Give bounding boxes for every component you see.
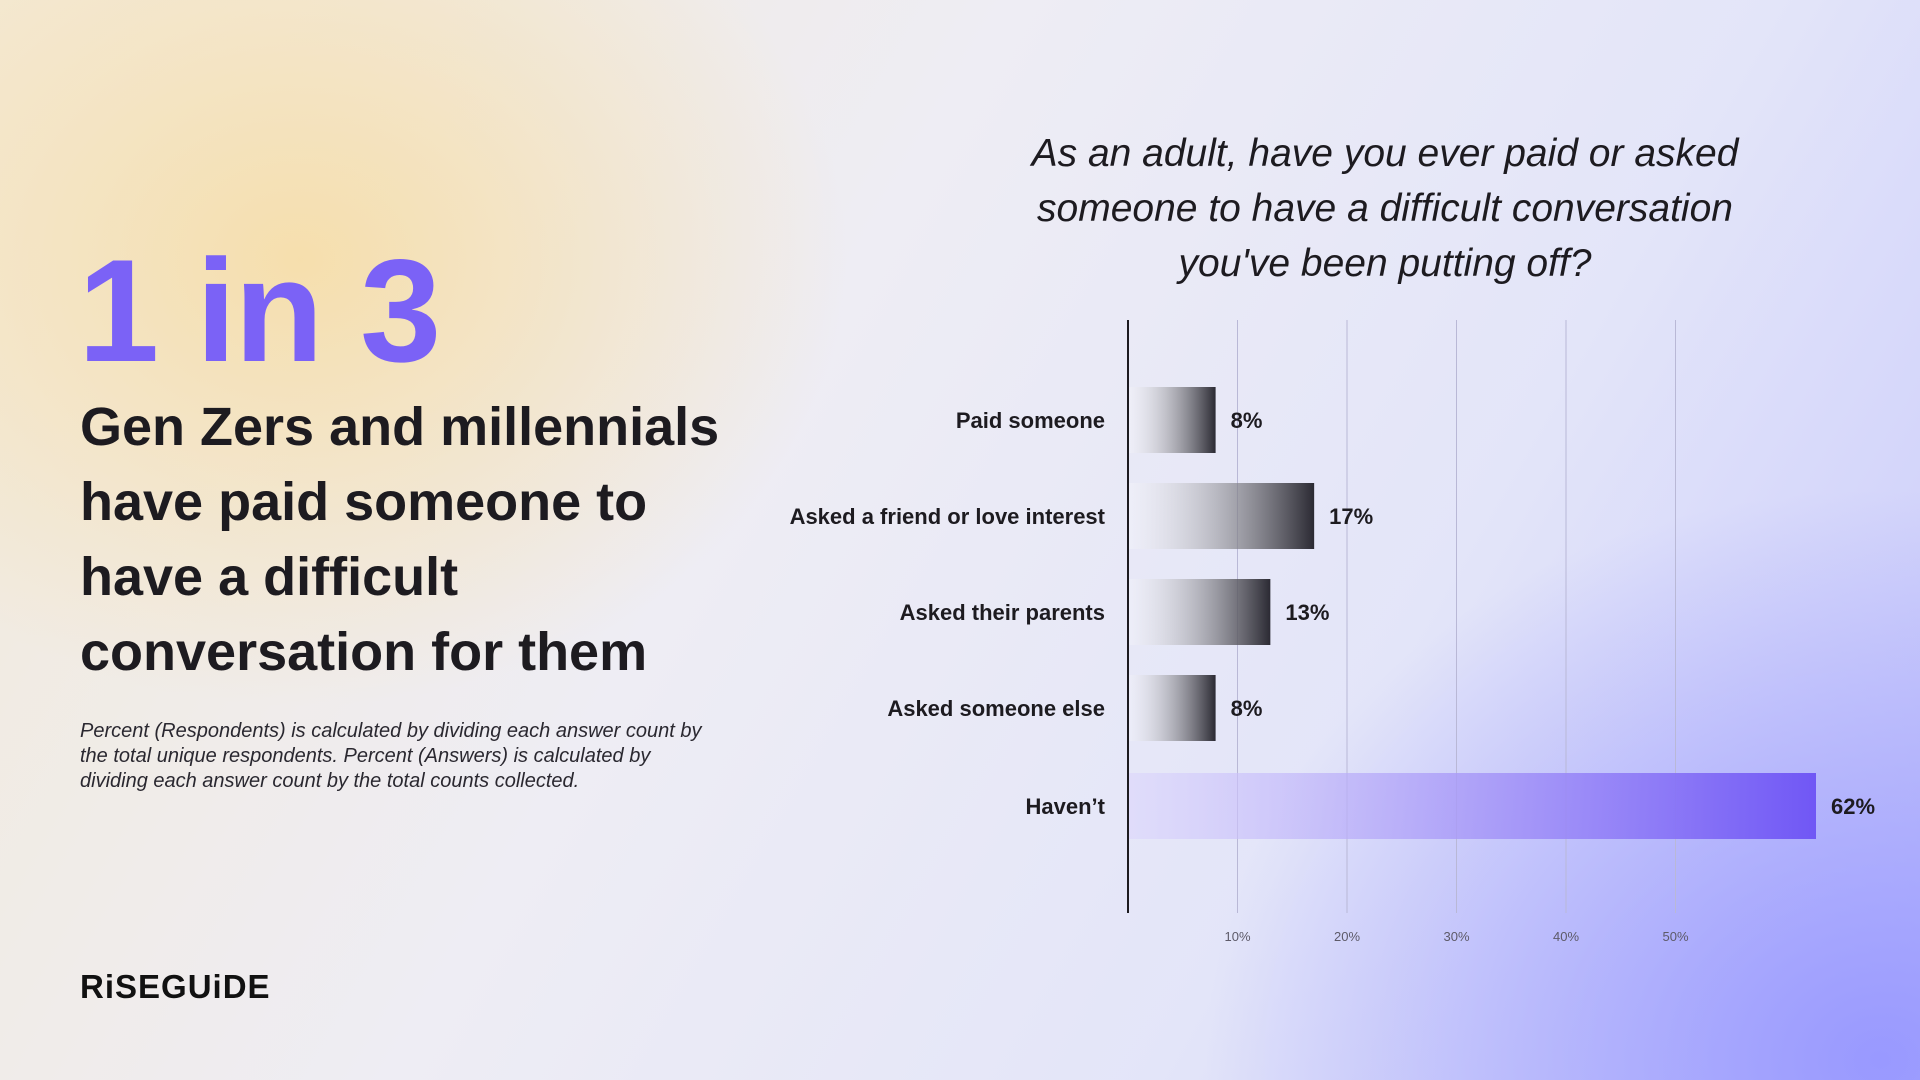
value-label: 62% [1831, 794, 1875, 819]
x-tick-label: 30% [1443, 929, 1469, 944]
value-label: 8% [1231, 696, 1263, 721]
category-label: Asked someone else [887, 696, 1105, 721]
bar-3 [1128, 675, 1216, 741]
value-label: 17% [1329, 504, 1373, 529]
bar-0 [1128, 387, 1216, 453]
bar-4 [1128, 773, 1816, 839]
category-label: Haven’t [1026, 794, 1106, 819]
headline-text: Gen Zers and millennials have paid someo… [80, 397, 720, 682]
x-tick-label: 40% [1553, 929, 1579, 944]
chart-title: As an adult, have you ever paid or asked… [1031, 132, 1739, 285]
category-label: Asked a friend or love interest [790, 504, 1106, 529]
category-label: Asked their parents [900, 600, 1105, 625]
category-label: Paid someone [956, 408, 1105, 433]
value-label: 8% [1231, 408, 1263, 433]
bar-2 [1128, 579, 1271, 645]
x-tick-label: 50% [1662, 929, 1688, 944]
headline-stat: 1 in 3 [78, 229, 441, 392]
riseguide-logo: RiSEGUiDE [80, 968, 271, 1005]
bar-1 [1128, 483, 1315, 549]
value-label: 13% [1285, 600, 1329, 625]
methodology-footnote: Percent (Respondents) is calculated by d… [80, 720, 702, 792]
x-tick-label: 10% [1224, 929, 1250, 944]
x-tick-label: 20% [1334, 929, 1360, 944]
